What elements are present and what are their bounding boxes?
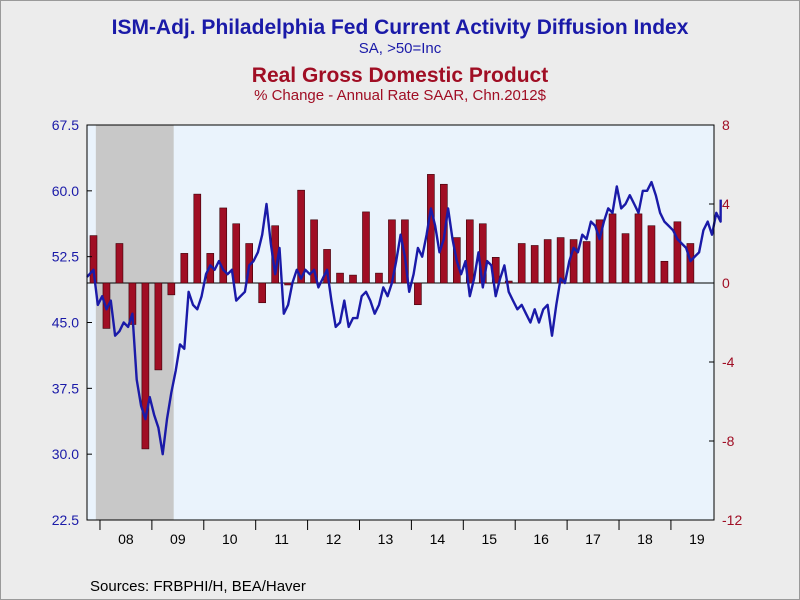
x-tick-label: 19 bbox=[689, 531, 705, 547]
left-tick-label: 22.5 bbox=[52, 512, 79, 528]
x-tick-label: 08 bbox=[118, 531, 134, 547]
x-tick-label: 17 bbox=[585, 531, 601, 547]
chart-subtitle-bars: % Change - Annual Rate SAAR, Chn.2012$ bbox=[254, 87, 546, 104]
gdp-bar bbox=[465, 219, 474, 284]
chart-subtitle-line: SA, >50=Inc bbox=[358, 40, 442, 57]
right-tick-label: 8 bbox=[722, 117, 730, 133]
philly-fed-line bbox=[86, 180, 722, 456]
chart-title-bars: Real Gross Domestic Product bbox=[251, 64, 549, 87]
gdp-bar bbox=[154, 282, 163, 371]
gdp-bar bbox=[686, 243, 695, 284]
gdp-bar bbox=[232, 223, 241, 284]
x-tick-label: 15 bbox=[481, 531, 497, 547]
x-tick-label: 09 bbox=[170, 531, 186, 547]
gdp-bar bbox=[180, 253, 189, 284]
gdp-bar bbox=[504, 280, 513, 284]
gdp-bar bbox=[660, 260, 669, 284]
x-tick-label: 14 bbox=[430, 531, 446, 547]
gdp-bar bbox=[167, 282, 176, 296]
x-tick-label: 16 bbox=[533, 531, 549, 547]
left-tick-label: 52.5 bbox=[52, 249, 79, 265]
sources-note: Sources: FRBPHI/H, BEA/Haver bbox=[90, 578, 306, 595]
right-tick-label: 4 bbox=[722, 196, 730, 212]
gdp-bar bbox=[673, 221, 682, 284]
gdp-bar bbox=[595, 219, 604, 284]
x-tick-label: 18 bbox=[637, 531, 653, 547]
gdp-bar bbox=[310, 219, 318, 284]
left-tick-label: 30.0 bbox=[52, 446, 79, 462]
x-tick-label: 12 bbox=[326, 531, 342, 547]
gdp-bar bbox=[193, 193, 202, 284]
right-tick-label: -12 bbox=[722, 512, 742, 528]
gdp-bar bbox=[634, 213, 643, 284]
gdp-bar bbox=[556, 237, 565, 284]
gdp-bar bbox=[219, 207, 228, 284]
right-tick-label: 0 bbox=[722, 275, 730, 291]
gdp-bar bbox=[517, 243, 526, 284]
gdp-bar bbox=[336, 272, 344, 284]
x-tick-label: 11 bbox=[274, 531, 289, 547]
gdp-bar bbox=[569, 239, 578, 284]
gdp-bar bbox=[284, 282, 292, 286]
gdp-bar bbox=[297, 189, 305, 284]
left-tick-label: 67.5 bbox=[52, 117, 79, 133]
x-tick-label: 13 bbox=[378, 531, 394, 547]
gdp-bar bbox=[621, 233, 630, 284]
gdp-bar bbox=[582, 241, 591, 284]
left-tick-label: 37.5 bbox=[52, 380, 79, 396]
gdp-bar bbox=[647, 225, 656, 284]
gdp-bar bbox=[89, 235, 98, 284]
right-tick-label: -8 bbox=[722, 433, 735, 449]
right-tick-label: -4 bbox=[722, 354, 735, 370]
left-tick-label: 45.0 bbox=[52, 315, 79, 331]
plot-area bbox=[87, 125, 714, 520]
gdp-bar bbox=[141, 282, 150, 450]
gdp-bar bbox=[543, 239, 552, 284]
gdp-bar bbox=[115, 243, 124, 284]
gdp-bar bbox=[349, 274, 357, 284]
gdp-bar bbox=[323, 249, 331, 284]
gdp-bar bbox=[608, 213, 617, 284]
gdp-bar bbox=[414, 282, 422, 306]
gdp-bar bbox=[375, 272, 383, 284]
x-tick-label: 10 bbox=[222, 531, 238, 547]
gdp-bar bbox=[258, 282, 266, 304]
chart-title: ISM-Adj. Philadelphia Fed Current Activi… bbox=[111, 16, 689, 39]
gdp-bar bbox=[362, 211, 370, 284]
gdp-bar bbox=[530, 245, 539, 284]
left-tick-label: 60.0 bbox=[52, 183, 79, 199]
